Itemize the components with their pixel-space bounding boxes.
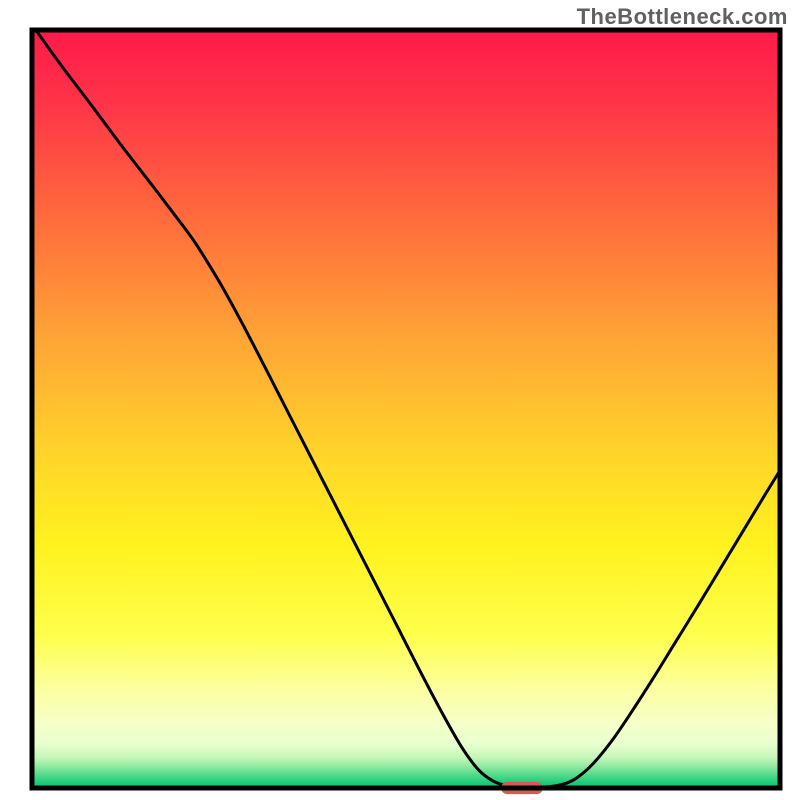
gradient-background [32,30,780,788]
bottleneck-chart [0,0,800,800]
